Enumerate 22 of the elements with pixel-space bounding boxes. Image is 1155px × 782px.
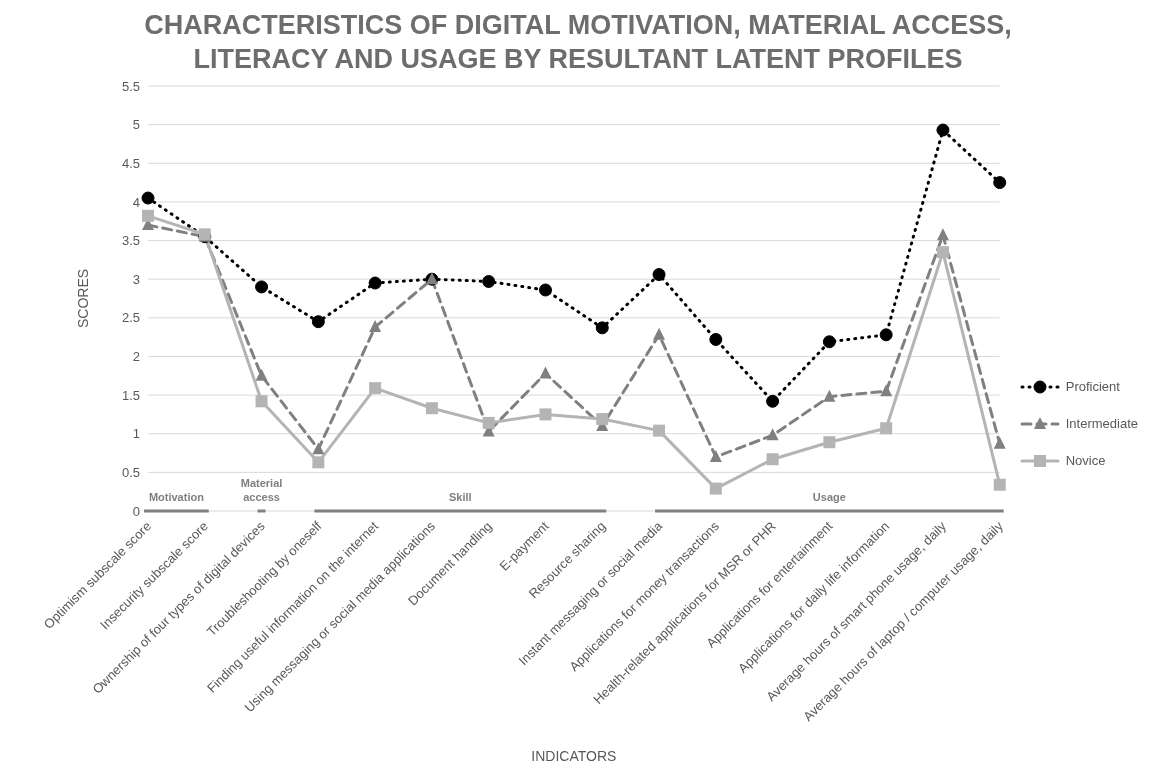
y-tick-label: 5 bbox=[132, 117, 140, 133]
y-tick-label: 0 bbox=[132, 503, 140, 519]
legend-label: Novice bbox=[1065, 453, 1106, 468]
y-tick-label: 0.5 bbox=[121, 464, 140, 480]
y-tick-label: 1.5 bbox=[121, 387, 140, 403]
y-tick-label: 2.5 bbox=[121, 310, 140, 326]
y-tick-label: 2 bbox=[132, 349, 140, 365]
y-tick-label: 3.5 bbox=[121, 233, 140, 249]
annotation: Usage bbox=[812, 491, 846, 503]
y-tick-label: 3 bbox=[132, 271, 140, 287]
chart-title: CHARACTERISTICS OF DIGITAL MOTIVATION, MATERIAL ACCESS, LITERACY AND USAGE BY RESULTANT LATENT PROFILES bbox=[143, 9, 1013, 76]
annotation: Skill bbox=[448, 491, 472, 503]
annotation: Material access bbox=[240, 477, 283, 503]
y-axis-title: SCORES bbox=[74, 268, 91, 329]
y-tick-label: 5.5 bbox=[121, 78, 140, 94]
y-tick-label: 1 bbox=[132, 426, 140, 442]
y-tick-label: 4.5 bbox=[121, 155, 140, 171]
legend-label: Proficient bbox=[1065, 379, 1120, 394]
x-axis-title: INDICATORS bbox=[531, 748, 617, 764]
y-tick-label: 4 bbox=[132, 194, 140, 210]
legend-label: Intermediate bbox=[1065, 416, 1138, 431]
annotation: Motivation bbox=[148, 491, 205, 503]
